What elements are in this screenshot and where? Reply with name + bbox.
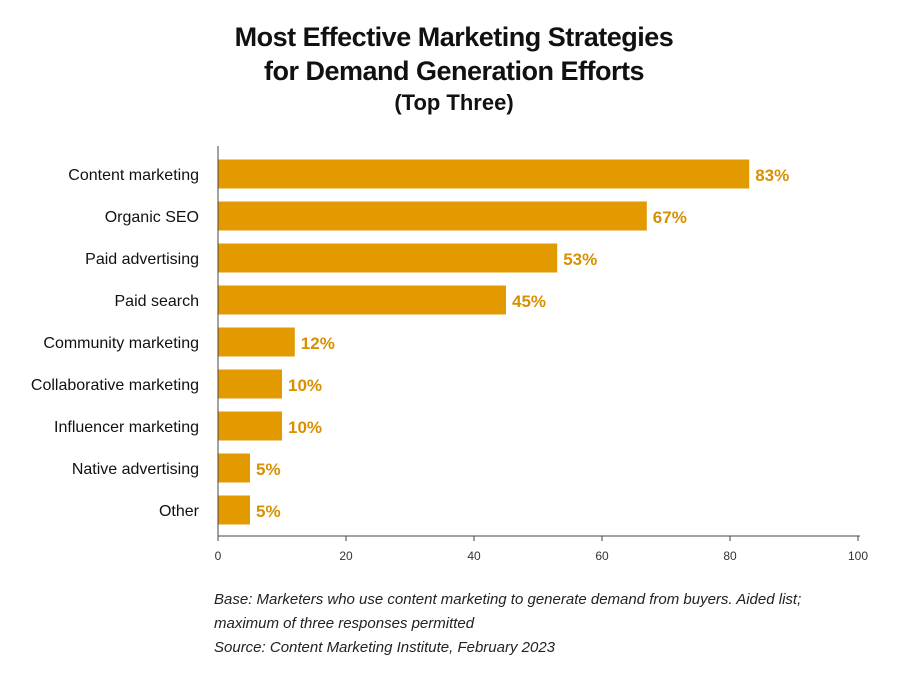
x-tick-label-40: 40 bbox=[467, 549, 481, 563]
bar-content-marketing bbox=[218, 159, 750, 189]
category-label-other: Other bbox=[159, 503, 200, 520]
bar-influencer-marketing bbox=[218, 411, 282, 441]
category-label-organic-seo: Organic SEO bbox=[105, 209, 199, 226]
bar-native-advertising bbox=[218, 453, 250, 483]
category-label-content-marketing: Content marketing bbox=[68, 167, 199, 184]
x-tick-label-0: 0 bbox=[215, 549, 222, 563]
bar-chart: Content marketing Organic SEO Paid adverti… bbox=[31, 146, 868, 563]
value-label-influencer-marketing: 10% bbox=[288, 418, 322, 437]
footnote-source: Source: Content Marketing Institute, Feb… bbox=[214, 639, 556, 656]
category-label-community-marketing: Community marketing bbox=[43, 335, 199, 352]
chart-title: Most Effective Marketing Strategies for … bbox=[0, 20, 908, 118]
bar-paid-search bbox=[218, 285, 506, 315]
value-labels-layer: 83% 67% 53% 45% 12% 10% 10% 5% 5% bbox=[256, 166, 789, 521]
bar-collaborative-marketing bbox=[218, 369, 282, 399]
value-label-content-marketing: 83% bbox=[755, 166, 789, 185]
category-label-influencer-marketing: Influencer marketing bbox=[54, 419, 199, 436]
footnote: Base: Marketers who use content marketin… bbox=[214, 588, 894, 660]
bar-organic-seo bbox=[218, 201, 647, 231]
category-label-paid-search: Paid search bbox=[115, 293, 200, 310]
chart-title-line-2: for Demand Generation Efforts bbox=[263, 56, 645, 86]
x-tick-label-20: 20 bbox=[339, 549, 353, 563]
bar-community-marketing bbox=[218, 327, 295, 357]
footnote-base-line-2: maximum of three responses permitted bbox=[214, 615, 475, 632]
category-label-paid-advertising: Paid advertising bbox=[85, 251, 199, 268]
x-tick-label-80: 80 bbox=[723, 549, 737, 563]
value-label-paid-search: 45% bbox=[512, 292, 546, 311]
bar-other bbox=[218, 495, 250, 525]
x-tick-label-100: 100 bbox=[848, 549, 868, 563]
value-label-organic-seo: 67% bbox=[653, 208, 687, 227]
category-labels-layer: Content marketing Organic SEO Paid adverti… bbox=[31, 167, 200, 520]
chart-subtitle: (Top Three) bbox=[394, 90, 514, 115]
bars-layer bbox=[218, 159, 750, 525]
footnote-base-line-1: Base: Marketers who use content marketin… bbox=[214, 591, 802, 608]
x-tick-label-60: 60 bbox=[595, 549, 609, 563]
x-axis: 0 20 40 60 80 100 bbox=[215, 146, 868, 563]
bar-paid-advertising bbox=[218, 243, 558, 273]
chart-title-line-1: Most Effective Marketing Strategies bbox=[234, 22, 674, 52]
value-label-community-marketing: 12% bbox=[301, 334, 335, 353]
value-label-other: 5% bbox=[256, 502, 281, 521]
value-label-paid-advertising: 53% bbox=[563, 250, 597, 269]
value-label-collaborative-marketing: 10% bbox=[288, 376, 322, 395]
category-label-collaborative-marketing: Collaborative marketing bbox=[31, 377, 199, 394]
value-label-native-advertising: 5% bbox=[256, 460, 281, 479]
category-label-native-advertising: Native advertising bbox=[72, 461, 199, 478]
